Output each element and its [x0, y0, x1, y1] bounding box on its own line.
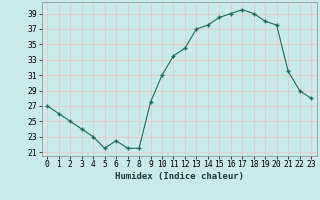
X-axis label: Humidex (Indice chaleur): Humidex (Indice chaleur): [115, 172, 244, 181]
